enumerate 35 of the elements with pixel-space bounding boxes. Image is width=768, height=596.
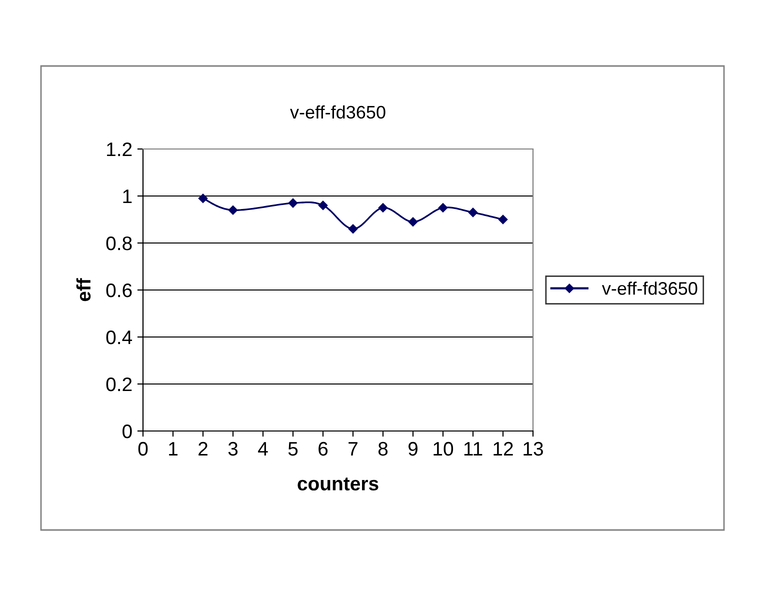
x-tick-label: 13	[524, 442, 543, 456]
y-tick-label: 1.2	[107, 142, 132, 156]
x-axis-title: counters	[298, 478, 378, 490]
point	[498, 214, 508, 224]
y-tick-label: 0.2	[106, 377, 132, 392]
point	[438, 203, 448, 212]
x-tick-label: 7	[348, 442, 358, 456]
x-tick-label: 6	[318, 442, 328, 456]
y-tick-label: 1	[123, 190, 132, 204]
x-tick-label: 0	[138, 442, 148, 456]
x-tick-label: 3	[228, 442, 238, 456]
point	[378, 203, 388, 212]
point	[198, 194, 208, 203]
point	[288, 198, 298, 208]
legend-label: v-eff-fd3650	[602, 282, 698, 295]
point	[408, 217, 418, 226]
x-tick-label: 2	[198, 442, 208, 456]
point	[228, 205, 238, 215]
x-tick-label: 8	[378, 442, 388, 456]
x-tick-label: 11	[464, 442, 482, 456]
x-tick-label: 9	[408, 442, 418, 456]
y-axis-title: eff	[76, 278, 91, 302]
y-tick-label: 0	[122, 424, 132, 438]
chart-title: v-eff-fd3650	[290, 105, 386, 119]
x-tick-label: 12	[494, 442, 513, 456]
x-tick-label: 4	[258, 442, 268, 456]
y-tick-label: 0.4	[106, 330, 132, 344]
x-tick-label: 1	[169, 442, 178, 456]
y-tick-label: 0.6	[106, 283, 132, 298]
x-tick-label: 10	[434, 442, 454, 456]
x-tick-label: 5	[288, 442, 298, 456]
y-tick-label: 0.8	[106, 236, 132, 250]
point	[318, 200, 328, 210]
point	[348, 224, 358, 234]
point	[468, 208, 478, 218]
